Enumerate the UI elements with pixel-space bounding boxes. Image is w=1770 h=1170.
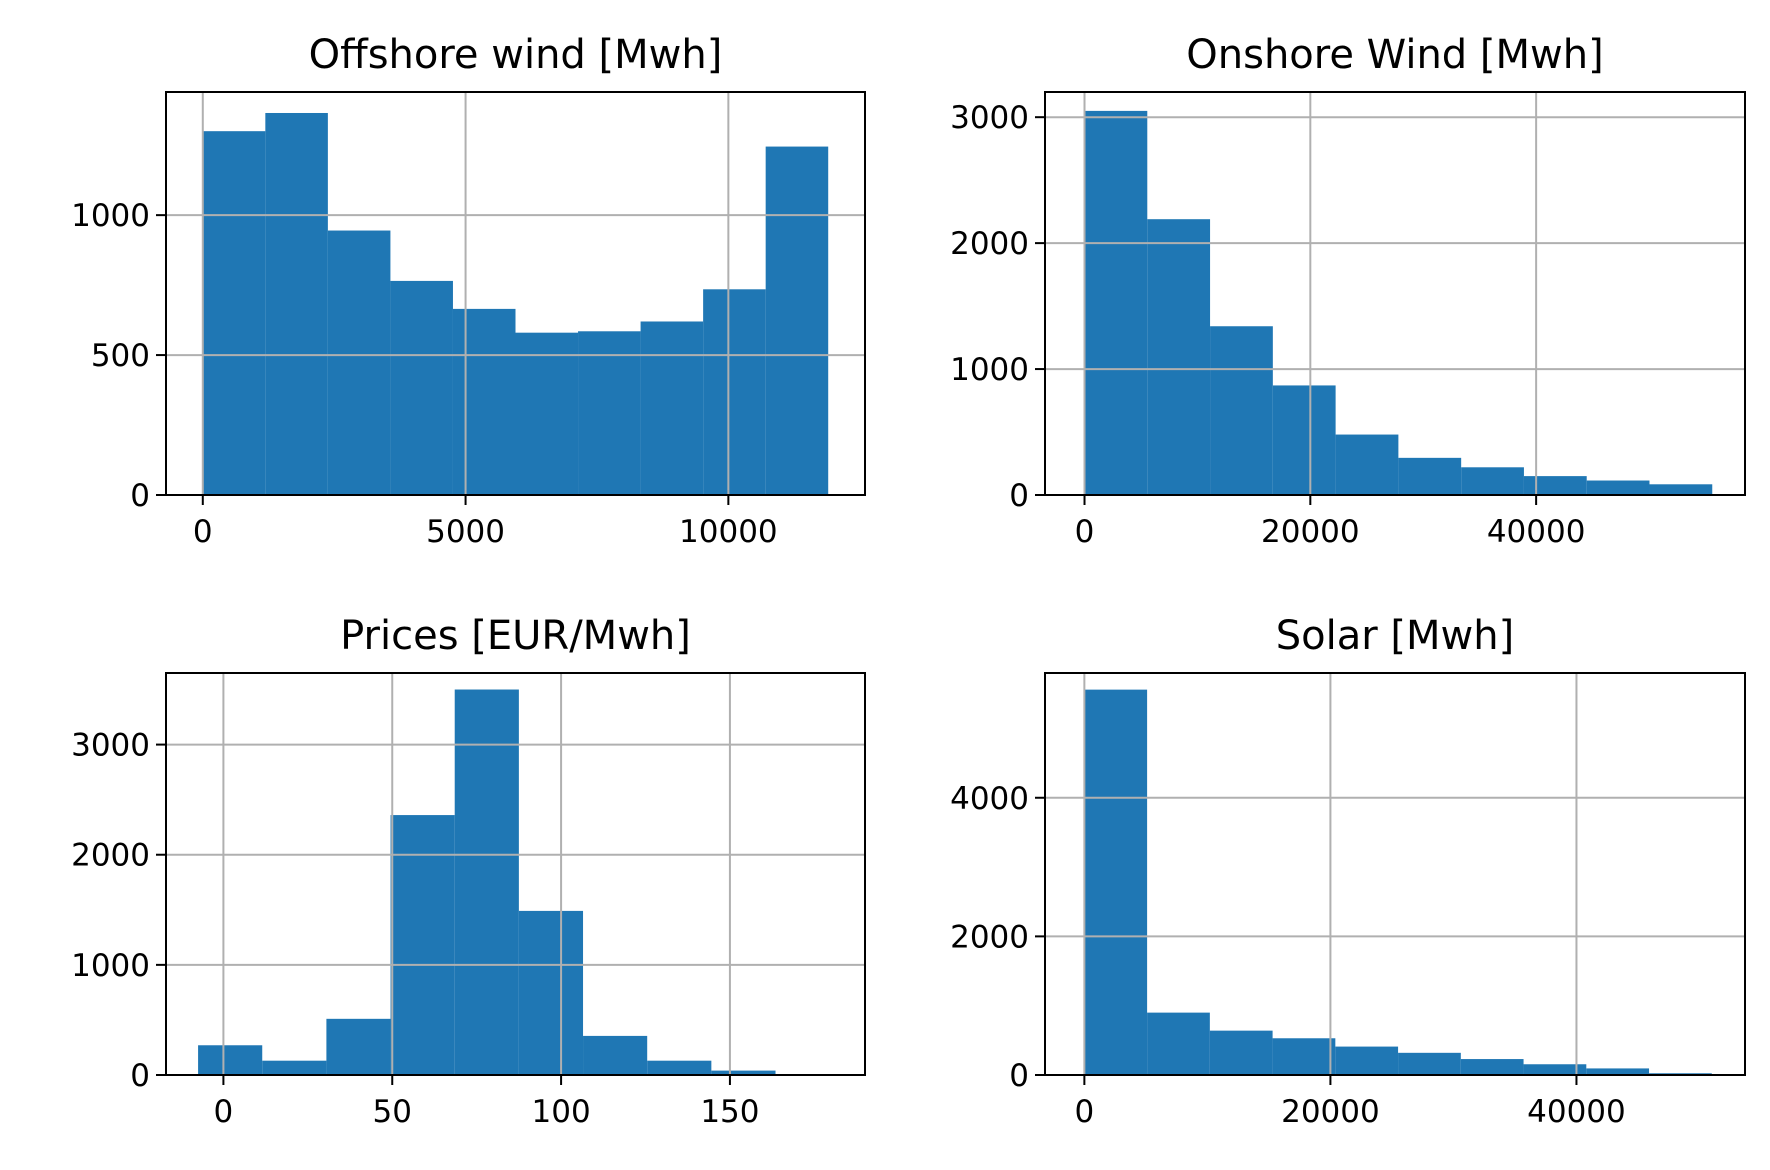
onshore-wind-x-tick-label-3: 40000 (1487, 514, 1586, 550)
solar-x-tick-label-3: 40000 (1527, 1094, 1626, 1130)
solar-bar-5 (1335, 1046, 1399, 1075)
onshore-wind-bar-2 (1147, 219, 1211, 495)
onshore-wind-axes-frame (1044, 91, 1746, 496)
prices-bar-4 (390, 815, 455, 1075)
prices-y-tick-label-1: 0 (130, 1058, 150, 1094)
prices-y-tick-label-4: 3000 (71, 728, 150, 764)
onshore-wind-title: Onshore Wind [Mwh] (1186, 32, 1603, 78)
onshore-wind-bar-5 (1335, 434, 1399, 495)
prices-bar-1 (198, 1045, 263, 1075)
onshore-wind-y-tick-label-4: 3000 (950, 100, 1029, 136)
onshore-wind-x-tick-label-1: 0 (1075, 514, 1095, 550)
onshore-wind-bar-8 (1523, 476, 1587, 495)
solar-x-tick-label-2: 20000 (1281, 1094, 1380, 1130)
solar-bar-3 (1209, 1030, 1273, 1075)
prices-x-tick-label-4: 150 (700, 1094, 759, 1130)
solar-y-tick-label-2: 2000 (950, 919, 1029, 955)
offshore-wind-histogram: 0 5000 10000 0 500 1000 Offshore wind [Mwh] (71, 32, 866, 550)
prices-bar-2 (262, 1060, 327, 1075)
offshore-wind-bar-9 (703, 289, 766, 495)
offshore-wind-bar-8 (640, 321, 704, 495)
solar-bar-8 (1523, 1064, 1587, 1075)
offshore-wind-axes-frame (165, 91, 866, 496)
offshore-wind-bar-5 (452, 308, 516, 495)
prices-x-tick-label-1: 0 (214, 1094, 234, 1130)
offshore-wind-bar-6 (515, 332, 579, 495)
prices-bar-7 (583, 1035, 648, 1075)
prices-x-tick-label-2: 50 (373, 1094, 412, 1130)
offshore-wind-y-tick-label-1: 0 (130, 478, 150, 514)
solar-bar-4 (1272, 1038, 1336, 1075)
onshore-wind-y-tick-label-2: 1000 (950, 352, 1029, 388)
prices-bar-3 (326, 1018, 391, 1075)
offshore-wind-bar-3 (327, 230, 391, 495)
solar-bar-1 (1084, 689, 1148, 1075)
prices-title: Prices [EUR/Mwh] (340, 613, 691, 659)
onshore-wind-bar-6 (1398, 457, 1462, 495)
offshore-wind-bar-10 (765, 146, 829, 495)
prices-histogram: 0 50 100 150 0 1000 2000 3000 Prices [EUR/Mwh] (71, 613, 866, 1130)
solar-y-tick-label-3: 4000 (950, 781, 1029, 817)
solar-bar-9 (1586, 1068, 1650, 1075)
onshore-wind-y-tick-label-3: 2000 (950, 226, 1029, 262)
onshore-wind-bar-10 (1649, 484, 1713, 495)
solar-bar-2 (1147, 1012, 1210, 1075)
offshore-wind-title: Offshore wind [Mwh] (309, 32, 723, 78)
offshore-wind-x-tick-label-2: 5000 (426, 514, 505, 550)
prices-axes-frame (165, 672, 866, 1076)
offshore-wind-bar-1 (202, 131, 266, 496)
prices-bar-9 (711, 1070, 776, 1075)
prices-bar-8 (647, 1060, 712, 1075)
prices-y-tick-label-3: 2000 (71, 838, 150, 874)
onshore-wind-y-tick-label-1: 0 (1009, 478, 1029, 514)
offshore-wind-y-tick-label-2: 500 (91, 338, 150, 374)
offshore-wind-bar-7 (578, 331, 641, 495)
prices-x-tick-label-3: 100 (532, 1094, 591, 1130)
solar-bar-6 (1398, 1052, 1461, 1075)
onshore-wind-histogram: 0 20000 40000 0 1000 2000 3000 Onshore Wind [Mw… (950, 32, 1746, 550)
solar-axes-frame (1044, 672, 1746, 1076)
offshore-wind-bar-2 (265, 112, 328, 495)
solar-x-tick-label-1: 0 (1075, 1094, 1095, 1130)
offshore-wind-y-tick-label-3: 1000 (71, 198, 150, 234)
prices-bar-6 (518, 910, 584, 1075)
onshore-wind-bar-3 (1210, 326, 1273, 495)
onshore-wind-bar-9 (1586, 480, 1650, 495)
solar-title: Solar [Mwh] (1276, 613, 1514, 659)
onshore-wind-bar-1 (1084, 110, 1148, 495)
prices-bar-5 (454, 689, 519, 1075)
offshore-wind-x-tick-label-1: 0 (193, 514, 213, 550)
offshore-wind-x-tick-label-3: 10000 (679, 514, 778, 550)
solar-bar-7 (1460, 1059, 1524, 1075)
solar-histogram: 0 20000 40000 0 2000 4000 Solar [Mwh] (950, 613, 1746, 1130)
onshore-wind-bar-4 (1272, 385, 1336, 495)
onshore-wind-bar-7 (1461, 467, 1524, 495)
offshore-wind-bar-4 (390, 280, 453, 495)
onshore-wind-x-tick-label-2: 20000 (1261, 514, 1360, 550)
solar-y-tick-label-1: 0 (1009, 1058, 1029, 1094)
prices-y-tick-label-2: 1000 (71, 948, 150, 984)
